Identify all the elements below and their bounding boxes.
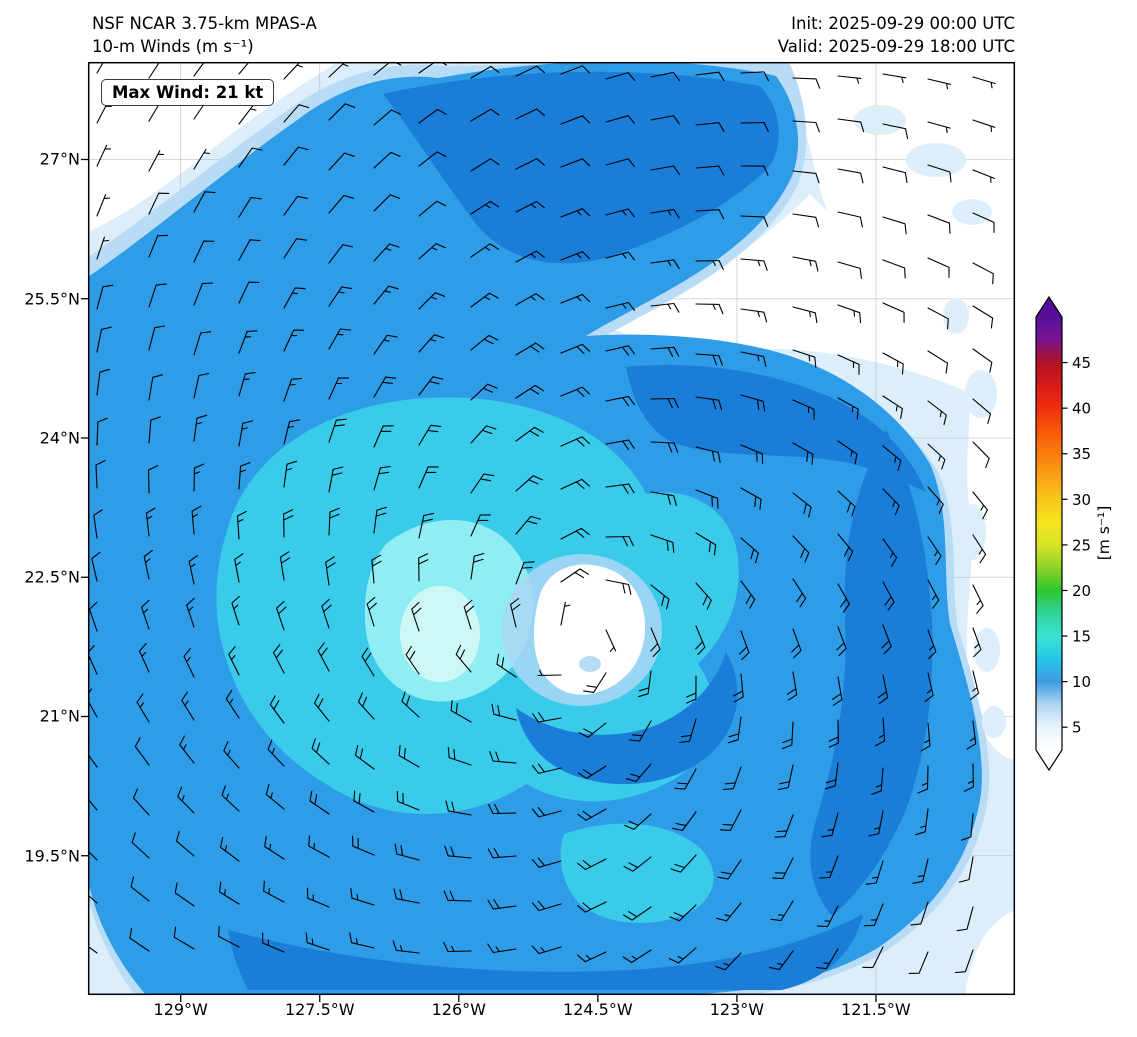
- colorbar-tick-label: 40: [1072, 400, 1091, 418]
- colorbar-bar: [1035, 295, 1063, 772]
- valid-time-label: Valid: 2025-09-29 18:00 UTC: [777, 37, 1015, 56]
- colorbar-tick-label: 10: [1072, 673, 1091, 691]
- colorbar: 5 10 15 20 25 30 35 40 45: [1035, 295, 1091, 772]
- calm-region-southeast-corner: [966, 910, 1015, 995]
- max-wind-badge: Max Wind: 21 kt: [101, 79, 275, 106]
- eye-inner-speck: [579, 656, 601, 672]
- wind-field-map: [81, 61, 1016, 1002]
- colorbar-tick-label: 20: [1072, 582, 1091, 600]
- x-tick-label: 123°W: [709, 1000, 765, 1019]
- colorbar-ticks: 5 10 15 20 25 30 35 40 45: [1062, 354, 1091, 737]
- field-cyan-south-patch: [560, 823, 714, 923]
- x-tick-label: 129°W: [153, 1000, 208, 1019]
- pale-speck: [974, 628, 1000, 672]
- field-south-band: [228, 914, 863, 990]
- model-title: NSF NCAR 3.75-km MPAS-A: [92, 14, 317, 33]
- y-tick-label: 22.5°N: [24, 567, 80, 587]
- cyclone-eye: [534, 564, 646, 695]
- x-tick-label: 124.5°W: [563, 1000, 633, 1019]
- field-eye-southeast-arc: [516, 652, 738, 785]
- colorbar-tick-label: 5: [1072, 719, 1082, 737]
- colorbar-tick-label: 45: [1072, 354, 1091, 372]
- y-tick-label: 25.5°N: [24, 289, 80, 309]
- y-axis-tick-labels: 27°N 25.5°N 24°N 22.5°N 21°N 19.5°N: [0, 62, 82, 995]
- map-plot-area: Max Wind: 21 kt: [81, 61, 1016, 1002]
- colorbar-unit-label: [m s⁻¹]: [1095, 505, 1113, 561]
- pale-speck: [943, 298, 969, 334]
- y-tick-label: 27°N: [39, 149, 80, 169]
- colorbar-tick-label: 35: [1072, 445, 1091, 463]
- field-east-arc-band: [810, 430, 933, 916]
- pale-speck: [958, 504, 986, 560]
- init-time-label: Init: 2025-09-29 00:00 UTC: [791, 14, 1015, 33]
- pale-speck: [854, 105, 906, 135]
- figure-time-block: Init: 2025-09-29 00:00 UTC Valid: 2025-0…: [778, 12, 1015, 58]
- pale-speck: [952, 199, 992, 225]
- field-subtitle: 10-m Winds (m s⁻¹): [92, 37, 254, 56]
- figure-title-block: NSF NCAR 3.75-km MPAS-A 10-m Winds (m s⁻…: [92, 12, 317, 58]
- x-axis-tick-labels: 129°W 127.5°W 126°W 124.5°W 123°W 121.5°W: [88, 1000, 1015, 1022]
- field-north-arm-core: [383, 71, 779, 264]
- colorbar-tick-label: 30: [1072, 491, 1091, 509]
- x-tick-label: 126°W: [431, 1000, 486, 1019]
- axis-tick-marks: [81, 158, 877, 1002]
- plot-frame: [87, 61, 1016, 996]
- field-slot-south-band: [626, 365, 926, 492]
- x-tick-label: 127.5°W: [284, 1000, 355, 1019]
- wind-speed-field-layer: [88, 62, 1015, 995]
- pale-speck: [906, 143, 966, 177]
- y-tick-label: 21°N: [39, 706, 80, 726]
- y-tick-label: 24°N: [39, 428, 80, 448]
- y-tick-label: 19.5°N: [24, 846, 80, 866]
- x-tick-label: 121.5°W: [841, 1000, 911, 1019]
- colorbar-tick-label: 15: [1072, 628, 1091, 646]
- pale-speck: [965, 370, 997, 418]
- pale-speck: [982, 706, 1006, 738]
- colorbar-tick-label: 25: [1072, 536, 1091, 554]
